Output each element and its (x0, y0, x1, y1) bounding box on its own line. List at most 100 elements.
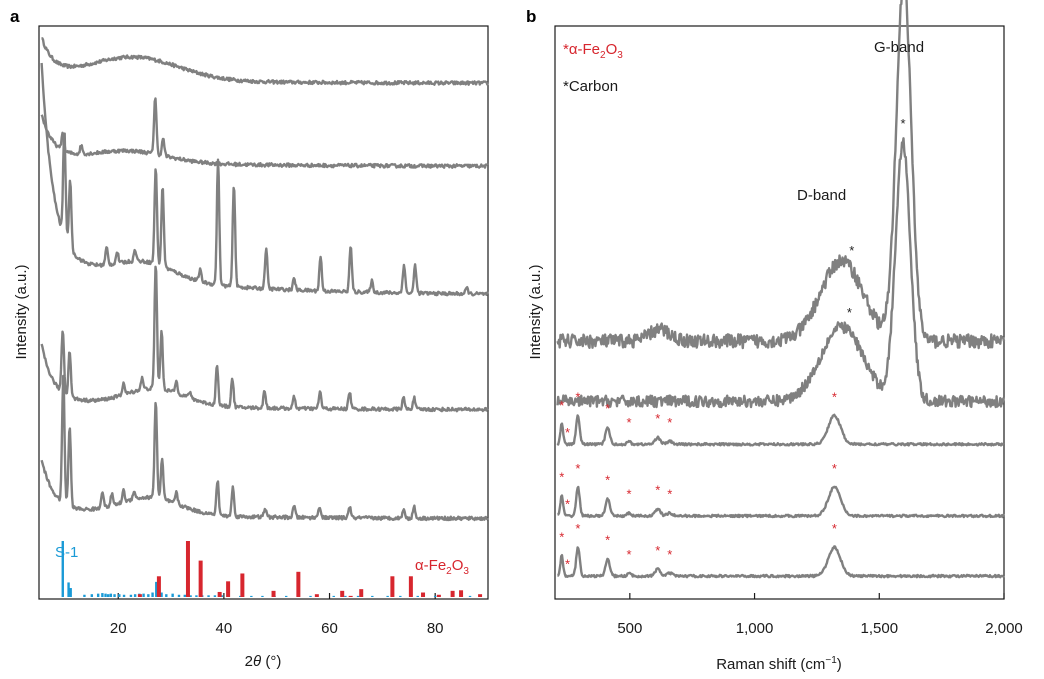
s1-reference-bar (332, 595, 335, 597)
fe2o3-peak-star: * (655, 411, 660, 426)
s1-reference-bar (386, 595, 389, 597)
s1-reference-bar (165, 594, 168, 597)
fe2o3-peak-star: * (565, 425, 570, 440)
fe2o3-reference-bar (408, 576, 413, 597)
fe2o3-peak-star: * (667, 415, 672, 430)
s1-reference-bar (147, 594, 150, 597)
fe2o3-peak-star: * (627, 487, 632, 502)
fe2o3-reference-bar (421, 592, 426, 597)
panel-a-frame (38, 25, 489, 600)
panel-b-x-tick-label: 1,000 (736, 620, 774, 637)
panel-a-traces (40, 37, 490, 522)
s1-reference-bar (189, 595, 192, 597)
s1-reference-bar (433, 595, 437, 597)
fe2o3-reference-label: α-Fe2O3 (415, 557, 469, 577)
carbon-peak-star: * (849, 243, 854, 258)
panel-b-peak-stars: **************************** (559, 116, 905, 572)
panel-a-x-tick-label: 80 (427, 620, 444, 637)
fe2o3-reference-bar (226, 581, 231, 597)
fe2o3-peak-star: * (832, 389, 837, 404)
s1-reference-bar (177, 594, 181, 597)
panel-b-raman-trace-1 (556, 0, 1006, 350)
fe2o3-peak-star: * (605, 533, 610, 548)
fe2o3-reference-bar (137, 594, 142, 597)
fe2o3-reference-bar (390, 576, 395, 597)
panel-a-xrd-trace-5 (40, 374, 489, 522)
fe2o3-reference-bar (459, 590, 464, 597)
panel-b-x-tick-label: 500 (617, 620, 642, 637)
panel-a-x-tick-label: 60 (321, 620, 338, 637)
fe2o3-peak-star: * (559, 398, 564, 413)
fe2o3-peak-star: * (605, 472, 610, 487)
s1-reference-bar (239, 595, 242, 597)
s1-reference-bar (67, 582, 70, 597)
s1-reference-bar (109, 593, 113, 597)
panel-a-xrd-trace-2 (40, 97, 489, 169)
fe2o3-peak-star: * (575, 389, 580, 404)
fe2o3-peak-star: * (565, 496, 570, 511)
fe2o3-reference-bar (450, 590, 455, 597)
fe2o3-peak-star: * (627, 547, 632, 562)
fe2o3-reference-bar (348, 595, 353, 597)
d-band-label: D-band (797, 187, 846, 204)
s1-reference-bar (183, 594, 186, 597)
fe2o3-peak-star: * (605, 401, 610, 416)
s1-reference-bar (101, 593, 104, 597)
panel-a-x-tick-label: 20 (110, 620, 127, 637)
fe2o3-peak-star: * (667, 547, 672, 562)
s1-reference-bar (399, 595, 402, 597)
s1-reference-bar (160, 592, 163, 597)
s1-reference-bar (118, 594, 121, 597)
panel-b: 500 1,000 1,500 2,000 ***** * ******* * *******… (527, 0, 1023, 673)
panel-b-y-axis-label: Intensity (a.u.) (527, 264, 544, 359)
s1-reference-bar (104, 593, 107, 597)
s1-reference-bar (213, 595, 217, 597)
fe2o3-peak-star: * (655, 483, 660, 498)
fe2o3-peak-star: * (832, 521, 837, 536)
s1-reference-bar (122, 594, 126, 597)
s1-reference-bar (83, 594, 86, 597)
g-band-label: G-band (874, 39, 924, 56)
fe2o3-peak-star: * (575, 521, 580, 536)
fe2o3-reference-bar (198, 560, 203, 597)
legend-carbon: *Carbon (563, 78, 618, 95)
s1-reference-bar (195, 595, 198, 597)
s1-reference-bar (356, 595, 360, 597)
s1-reference-bar (250, 595, 253, 597)
fe2o3-reference-bar (185, 541, 190, 597)
panel-a-letter: a (10, 7, 20, 26)
panel-a: 20 40 60 80 Intensity (a.u.) 2θ (°) S-1 α-F… (13, 25, 490, 670)
fe2o3-peak-star: * (667, 487, 672, 502)
fe2o3-peak-star: * (655, 543, 660, 558)
panel-b-x-tick-label: 2,000 (985, 620, 1023, 637)
s1-reference-bar (133, 594, 137, 597)
panel-a-x-ticks: 20 40 60 80 (110, 593, 444, 637)
s1-reference-bar (220, 595, 223, 597)
fe2o3-peak-star: * (559, 530, 564, 545)
panel-a-x-axis-label: 2θ (°) (245, 653, 282, 670)
panel-b-raman-trace-3 (556, 413, 1005, 447)
fe2o3-peak-star: * (575, 461, 580, 476)
panel-a-xrd-trace-3 (40, 62, 489, 297)
carbon-peak-star: * (847, 305, 852, 320)
panel-b-x-ticks: 500 1,000 1,500 2,000 (617, 593, 1023, 637)
fe2o3-reference-bar (217, 591, 222, 597)
fe2o3-peak-star: * (832, 461, 837, 476)
fe2o3-reference-bar (436, 594, 441, 597)
s1-reference-bar (96, 593, 100, 597)
s1-reference-bar (90, 594, 94, 597)
panel-b-x-tick-label: 1,500 (861, 620, 899, 637)
fe2o3-reference-bar (340, 590, 345, 597)
carbon-peak-star: * (900, 116, 905, 131)
s1-reference-bar (309, 595, 312, 597)
panel-b-raman-trace-4 (557, 485, 1006, 519)
s1-reference-bar (113, 594, 116, 597)
fe2o3-reference-bar (314, 594, 319, 597)
s1-reference-bar (171, 593, 174, 597)
s1-reference-bar (285, 595, 288, 597)
panel-b-raman-trace-2 (556, 137, 1006, 409)
legend-fe2o3: *α-Fe2O3 (563, 41, 623, 61)
s1-reference-bar (61, 541, 64, 597)
panel-a-x-tick-label: 40 (216, 620, 233, 637)
